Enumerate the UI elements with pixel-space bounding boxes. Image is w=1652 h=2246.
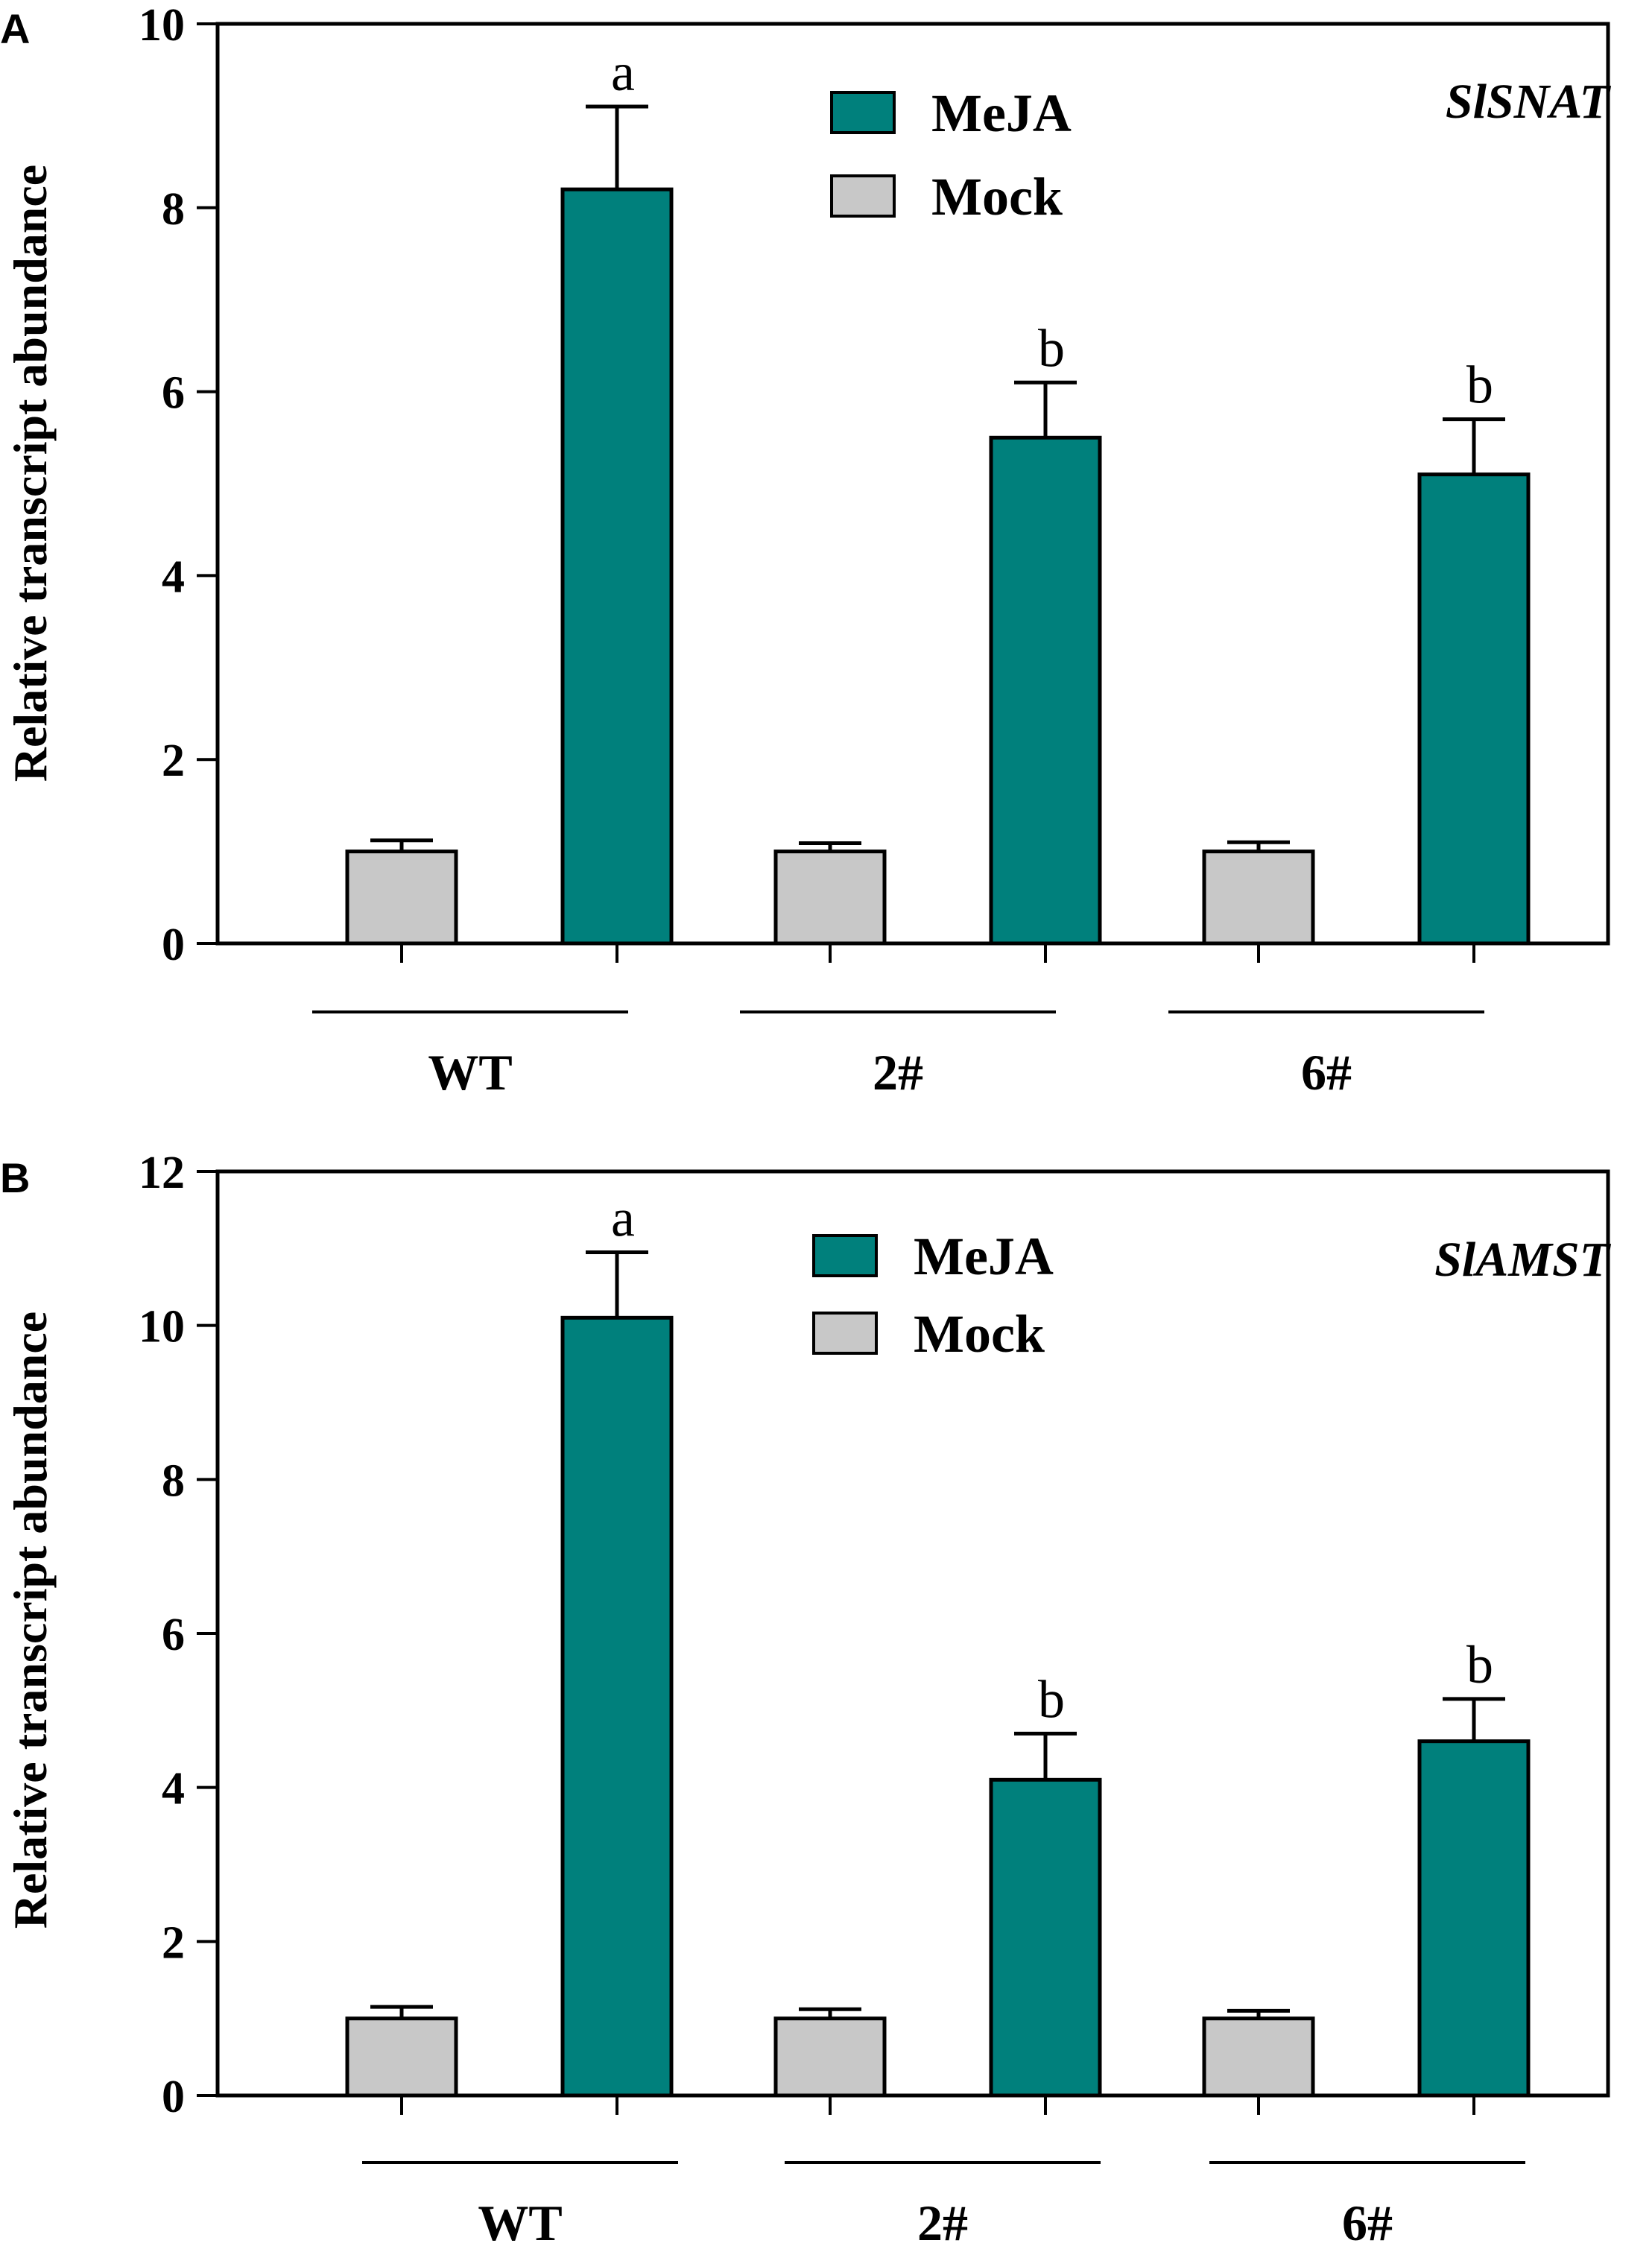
group-label: 2#	[873, 1044, 923, 1101]
significance-letter: b	[1038, 1669, 1065, 1729]
y-tick-label: 10	[139, 0, 185, 51]
meja-bar	[1417, 1739, 1531, 2098]
y-tick-label: 4	[162, 551, 185, 602]
y-tick-label: 2	[162, 1917, 185, 1968]
mock-bar	[345, 2016, 458, 2098]
y-tick-label: 8	[162, 1455, 185, 1506]
y-tick-label: 0	[162, 920, 185, 970]
y-axis-label: Relative transcript abundance	[4, 1312, 57, 1929]
group-label: 6#	[1301, 1044, 1352, 1101]
group-label: 2#	[917, 2195, 968, 2246]
meja-bar	[560, 1315, 674, 2098]
y-tick-label: 10	[139, 1302, 185, 1353]
significance-letter: b	[1466, 1635, 1493, 1695]
plot-area: 0 2 4 6 8 10 12 a b b WT 2# 6# MeJA Mock	[139, 1148, 1610, 2246]
panel-a: A Relative transcript abundance SlSNAT 0…	[0, 0, 1612, 1101]
y-axis-label: Relative transcript abundance	[4, 165, 57, 782]
mock-bar	[773, 850, 887, 946]
mock-bar	[1202, 2016, 1315, 2098]
significance-letter: a	[611, 42, 635, 102]
axes-frame	[215, 22, 1610, 946]
mock-bar	[1202, 850, 1315, 946]
legend-label: Mock	[914, 1304, 1045, 1364]
significance-letter: a	[611, 1189, 635, 1248]
mock-legend-swatch	[812, 1312, 878, 1355]
y-tick-label: 4	[162, 1764, 185, 1815]
y-tick-label: 8	[162, 184, 185, 235]
panel-label: A	[0, 5, 30, 52]
mock-legend-swatch	[830, 174, 896, 218]
legend-label: Mock	[931, 167, 1063, 227]
legend-label: MeJA	[914, 1227, 1054, 1286]
y-tick-label: 12	[139, 1148, 185, 1198]
meja-legend-swatch	[830, 91, 896, 134]
y-tick-label: 0	[162, 2072, 185, 2122]
meja-bar	[989, 435, 1102, 946]
significance-letter: b	[1038, 318, 1065, 378]
gene-label: SlAMST	[1434, 1233, 1611, 1287]
meja-bar	[560, 187, 674, 946]
gene-label: SlSNAT	[1446, 75, 1612, 129]
y-tick-label: 2	[162, 736, 185, 786]
plot-area: 0 2 4 6 8 10 a b b WT 2# 6# MeJA Mock	[139, 0, 1610, 1101]
panel-label: B	[0, 1154, 30, 1201]
significance-letter: b	[1466, 355, 1493, 415]
group-label: WT	[478, 2195, 562, 2246]
mock-bar	[345, 850, 458, 946]
meja-legend-swatch	[812, 1234, 878, 1277]
group-label: WT	[428, 1044, 512, 1101]
panel-b: B Relative transcript abundance SlAMST 0…	[0, 1148, 1612, 2246]
mock-bar	[773, 2016, 887, 2098]
meja-bar	[1417, 472, 1531, 946]
y-tick-label: 6	[162, 1610, 185, 1660]
axes-frame	[215, 1169, 1610, 2098]
meja-bar	[989, 1777, 1102, 2098]
y-tick-label: 6	[162, 368, 185, 419]
group-label: 6#	[1342, 2195, 1393, 2246]
legend-label: MeJA	[931, 83, 1072, 143]
